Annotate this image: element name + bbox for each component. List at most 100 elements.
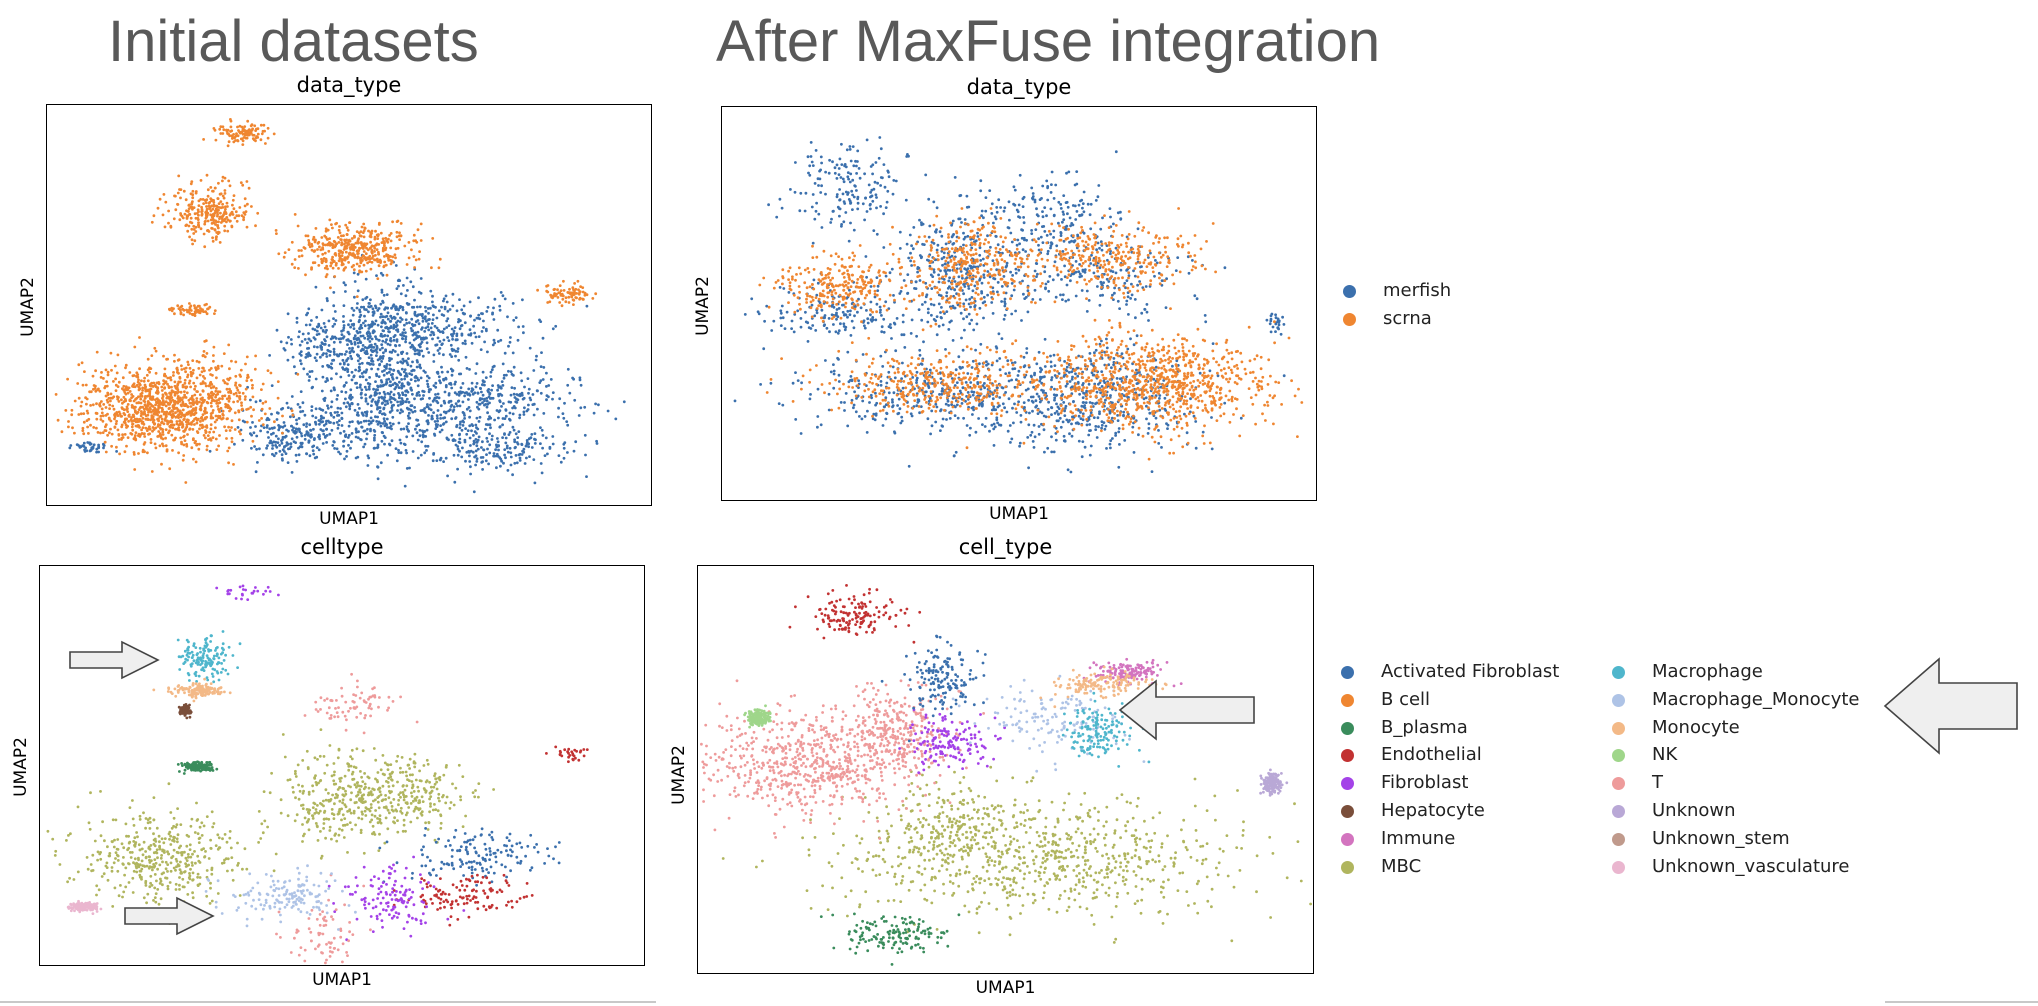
scatter-point xyxy=(376,422,380,426)
scatter-point xyxy=(475,362,479,366)
scatter-point xyxy=(260,132,264,136)
scatter-point xyxy=(1039,377,1042,381)
scatter-point xyxy=(379,384,383,388)
scatter-point xyxy=(352,264,355,267)
scatter-point xyxy=(310,405,314,408)
scatter-point xyxy=(568,391,572,395)
scatter-point xyxy=(514,445,517,449)
scatter-point xyxy=(325,434,329,437)
scatter-point xyxy=(99,414,103,418)
scatter-point xyxy=(307,337,311,341)
scatter-point xyxy=(192,457,195,461)
scatter-point xyxy=(1088,401,1092,404)
scatter-point xyxy=(315,333,319,336)
scatter-point xyxy=(321,342,324,345)
scatter-point xyxy=(278,449,282,453)
scatter-point xyxy=(432,398,436,401)
scatter-point xyxy=(508,446,512,450)
scatter-point xyxy=(515,401,519,404)
scatter-point xyxy=(301,332,305,336)
scatter-point xyxy=(389,380,392,384)
scatter-point xyxy=(337,450,340,454)
scatter-point xyxy=(350,370,354,374)
scatter-point xyxy=(443,307,447,311)
scatter-point xyxy=(185,425,189,429)
scatter-point xyxy=(940,257,944,261)
scatter-point xyxy=(1210,416,1213,419)
scatter-point xyxy=(80,400,84,404)
scatter-point xyxy=(423,337,426,341)
scatter-point xyxy=(1083,445,1087,449)
scatter-point xyxy=(255,447,258,451)
scatter-point xyxy=(1083,406,1087,410)
scatter-point xyxy=(380,288,384,292)
scatter-point xyxy=(375,248,379,252)
scatter-point xyxy=(283,251,287,255)
scatter-point xyxy=(385,363,389,366)
scatter-point xyxy=(935,315,939,318)
scatter-point xyxy=(194,230,198,233)
scatter-point xyxy=(179,196,182,200)
scatter-point xyxy=(137,401,141,405)
scatter-point xyxy=(453,391,457,395)
scatter-point xyxy=(330,262,333,265)
scatter-point xyxy=(1081,396,1085,400)
scatter-point xyxy=(285,341,289,345)
scatter-point xyxy=(226,382,229,386)
scatter-point xyxy=(249,124,253,128)
scatter-point xyxy=(213,309,217,312)
scatter-point xyxy=(468,424,472,428)
scatter-point xyxy=(978,306,982,310)
scatter-point xyxy=(365,295,369,299)
scatter-point xyxy=(1211,342,1215,345)
scatter-point xyxy=(321,375,325,379)
scatter-point xyxy=(568,287,571,291)
scatter-point xyxy=(362,419,366,423)
scatter-point xyxy=(100,400,103,403)
scatter-point xyxy=(200,401,204,405)
scatter-point xyxy=(156,206,160,210)
scatter-point xyxy=(223,381,227,384)
scatter-point xyxy=(170,396,174,399)
scatter-point xyxy=(128,399,132,402)
scatter-point xyxy=(240,404,244,407)
scatter-point xyxy=(332,387,336,391)
scatter-point xyxy=(217,220,220,224)
scatter-point xyxy=(383,393,387,396)
scatter-point xyxy=(574,287,578,291)
scatter-point xyxy=(456,347,460,350)
scatter-point xyxy=(196,208,200,212)
scatter-point xyxy=(176,304,180,308)
scatter-point xyxy=(513,461,517,465)
scatter-point xyxy=(301,409,305,413)
scatter-point xyxy=(566,423,570,427)
scatter-point xyxy=(432,384,436,387)
scatter-point xyxy=(189,385,193,389)
scatter-point xyxy=(159,403,163,406)
scatter-point xyxy=(198,304,201,308)
scatter-point xyxy=(241,132,245,136)
scatter-point xyxy=(383,419,386,423)
scatter-point xyxy=(381,299,384,303)
scatter-point xyxy=(329,264,333,268)
scatter-point xyxy=(213,420,217,424)
scatter-point xyxy=(244,210,248,213)
scatter-point xyxy=(440,313,444,316)
scatter-point xyxy=(379,332,383,336)
scatter-point xyxy=(411,329,414,333)
scatter-point xyxy=(208,205,212,209)
scatter-point xyxy=(401,337,405,341)
scatter-point xyxy=(268,441,272,445)
scatter-point xyxy=(317,419,321,422)
scatter-point xyxy=(551,391,555,394)
scatter-point xyxy=(413,298,416,302)
scatter-point xyxy=(360,326,364,330)
scatter-point xyxy=(376,323,380,327)
scatter-point xyxy=(183,428,187,432)
scatter-point xyxy=(133,468,137,471)
scatter-point xyxy=(370,260,374,264)
scatter-point xyxy=(442,377,445,381)
scatter-point xyxy=(189,405,193,408)
scatter-point xyxy=(1157,442,1161,445)
scatter-point xyxy=(973,305,977,309)
